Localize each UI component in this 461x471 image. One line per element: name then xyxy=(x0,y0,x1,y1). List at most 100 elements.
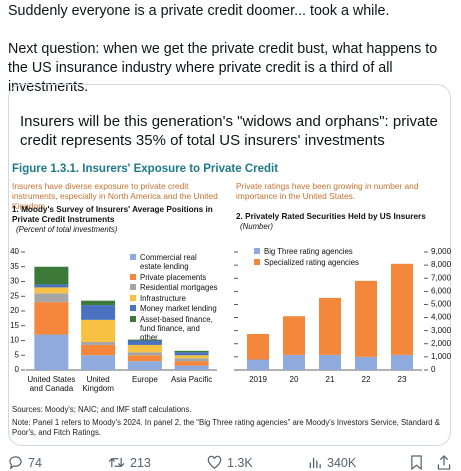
reply-button[interactable]: 74 xyxy=(8,455,42,470)
panel-subtitle: Insurers have diverse exposure to privat… xyxy=(12,181,218,211)
share-button[interactable] xyxy=(437,455,456,470)
like-count: 1.3K xyxy=(227,455,253,470)
legend: Big Three rating agencies Specialized rat… xyxy=(254,247,394,267)
panel-title: 2. Privately Rated Securities Held by US… xyxy=(236,212,426,221)
x-tick-label: 21 xyxy=(325,375,335,384)
reply-icon xyxy=(9,456,22,470)
bar-segment xyxy=(34,334,69,370)
repost-button[interactable]: 213 xyxy=(108,455,151,470)
bar-segment xyxy=(355,356,377,370)
legend-item: Residential mortgages xyxy=(130,283,218,292)
x-tick-label: 23 xyxy=(397,375,407,384)
legend-swatch xyxy=(130,254,136,260)
bar-segment xyxy=(319,297,341,355)
views-count: 340K xyxy=(327,455,357,470)
legend-swatch xyxy=(254,248,260,254)
bar-segment xyxy=(391,263,413,355)
bar-segment xyxy=(174,365,209,370)
bar-segment xyxy=(174,350,209,353)
tweet-text: Next question: when we get the private c… xyxy=(8,41,438,95)
bar-segment xyxy=(355,280,377,357)
y-tick-label: 35 xyxy=(10,262,19,271)
repost-count: 213 xyxy=(130,455,151,470)
bar-segment xyxy=(34,287,69,294)
bar-segment xyxy=(34,293,69,303)
like-button[interactable]: 1.3K xyxy=(207,455,253,470)
y-tick-label: 10 xyxy=(10,336,19,345)
bar-segment xyxy=(174,352,209,356)
bar-segment xyxy=(174,355,209,359)
legend-label: Commercial real estate lending xyxy=(140,253,197,271)
bar-segment xyxy=(34,284,69,288)
legend-swatch xyxy=(254,258,260,265)
legend-swatch xyxy=(130,273,136,280)
x-tick-label: 20 xyxy=(289,375,299,384)
x-tick-label: 2019 xyxy=(249,375,267,384)
note: Note: Panel 1 refers to Moody's 2024. In… xyxy=(12,418,440,437)
y-tick-label: 20 xyxy=(10,306,19,315)
bar-segment xyxy=(247,333,269,360)
bar-segment xyxy=(81,319,116,342)
x-tick-label: Asia Pacific xyxy=(170,375,213,384)
bookmark-button[interactable] xyxy=(410,455,428,470)
y-tick-label: 8,000 xyxy=(431,260,452,269)
y-tick-label: 3,000 xyxy=(431,326,452,335)
legend-label: Specialized rating agencies xyxy=(264,257,359,267)
tweet-text: Suddenly everyone is a private credit do… xyxy=(8,3,390,19)
bar-segment xyxy=(247,359,269,370)
bar-segment xyxy=(81,341,116,345)
figure-title: Figure 1.3.1. Insurers' Exposure to Priv… xyxy=(12,163,279,175)
y-tick-label: 7,000 xyxy=(431,273,452,282)
y-tick-label: 1,000 xyxy=(431,352,452,361)
legend-swatch xyxy=(130,305,136,311)
legend-label: Big Three rating agencies xyxy=(264,247,353,256)
share-icon xyxy=(437,455,451,470)
bookmark-icon xyxy=(411,455,422,470)
media-card[interactable] xyxy=(8,84,451,446)
legend-item: Money market lending xyxy=(130,304,218,313)
bar-segment xyxy=(127,352,162,356)
bar-segment xyxy=(127,355,162,362)
y-axis-label: (Percent of total investments) xyxy=(16,225,118,234)
legend-label: Asset-based finance, fund finance, and o… xyxy=(140,314,213,342)
bar-segment xyxy=(283,316,305,355)
bar-segment xyxy=(127,340,162,345)
views-button[interactable]: 340K xyxy=(308,455,356,470)
like-icon xyxy=(207,455,222,469)
bar-segment xyxy=(81,344,116,356)
x-tick-label: 22 xyxy=(361,375,371,384)
legend-item: Private placements xyxy=(130,273,218,282)
legend-swatch xyxy=(130,315,136,322)
y-tick-label: 2,000 xyxy=(431,339,452,348)
panel-title: 1. Moody's Survey of Insurers' Average P… xyxy=(12,205,213,224)
views-icon xyxy=(309,457,321,469)
y-tick-label: 6,000 xyxy=(431,286,452,295)
y-tick-label: 30 xyxy=(10,277,19,286)
y-tick-label: 5 xyxy=(15,350,20,359)
legend-label: Infrastructure xyxy=(140,293,186,303)
legend-item: Specialized rating agencies xyxy=(254,258,394,267)
sources: Sources: Moody's; NAIC; and IMF staff ca… xyxy=(12,405,192,414)
bar-segment xyxy=(81,300,116,306)
bar-segment xyxy=(127,344,162,353)
legend-item: Commercial real estate lending xyxy=(130,253,218,271)
bar-segment xyxy=(81,355,116,370)
bar-segment xyxy=(174,358,209,362)
repost-icon xyxy=(108,457,125,468)
bar-segment xyxy=(174,361,209,366)
legend-item: Big Three rating agencies xyxy=(254,247,394,256)
legend-swatch xyxy=(130,294,136,301)
y-tick-label: 15 xyxy=(10,321,19,330)
reply-count: 74 xyxy=(28,455,42,470)
panel-subtitle: Private ratings have been growing in num… xyxy=(236,181,419,201)
y-tick-label: 40 xyxy=(10,247,19,256)
bar-segment xyxy=(81,305,116,320)
bar-segment xyxy=(127,361,162,370)
y-tick-label: 9,000 xyxy=(431,247,452,256)
y-tick-label: 5,000 xyxy=(431,300,452,309)
y-tick-label: 25 xyxy=(10,291,19,300)
bar-segment xyxy=(34,302,69,335)
bar-segment xyxy=(283,354,305,370)
